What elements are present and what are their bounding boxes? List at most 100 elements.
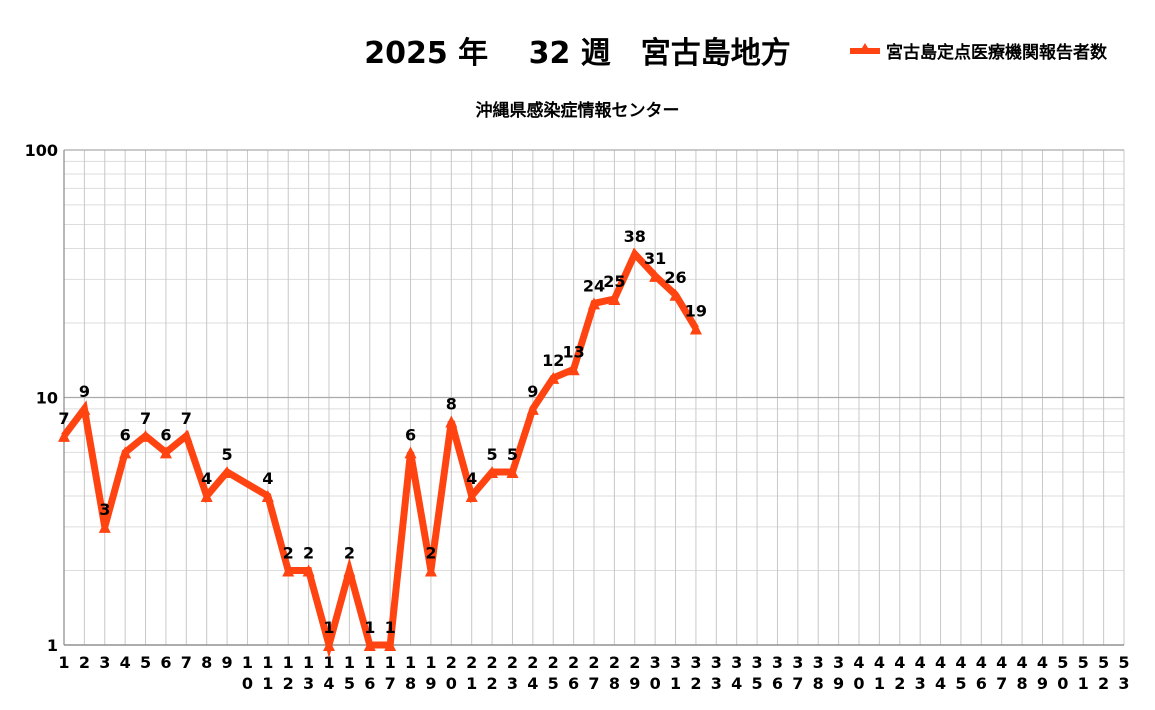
x-tick-label: 2: [609, 653, 620, 672]
x-tick-label: 8: [1017, 674, 1028, 693]
data-point: [628, 248, 641, 261]
chart-title: 2025 年 32 週 宮古島地方: [364, 36, 791, 71]
data-label: 7: [58, 409, 69, 428]
data-point: [465, 489, 478, 502]
x-tick-label: 3: [507, 674, 518, 693]
data-point: [180, 429, 193, 442]
x-tick-label: 3: [690, 653, 701, 672]
data-point: [608, 293, 621, 306]
x-tick-label: 4: [731, 674, 742, 693]
data-label: 7: [181, 409, 192, 428]
x-tick-label: 7: [996, 674, 1007, 693]
data-point: [323, 639, 335, 651]
data-point: [78, 402, 91, 415]
x-tick-label: 4: [915, 653, 926, 672]
x-tick-label: 8: [405, 674, 416, 693]
data-label: 1: [364, 618, 375, 637]
data-label: 4: [201, 469, 212, 488]
x-tick-label: 3: [731, 653, 742, 672]
data-point: [445, 415, 458, 428]
legend-label: 宮古島定点医療機関報告者数: [886, 43, 1107, 63]
x-tick-label: 0: [650, 674, 661, 693]
data-label: 2: [303, 543, 314, 562]
x-tick-label: 5: [344, 674, 355, 693]
x-tick-label: 3: [711, 653, 722, 672]
x-tick-label: 1: [425, 653, 436, 672]
data-label: 4: [466, 469, 477, 488]
x-tick-label: 9: [425, 674, 436, 693]
x-tick-label: 1: [364, 653, 375, 672]
data-label: 38: [624, 227, 646, 246]
data-label: 5: [222, 445, 233, 464]
data-point: [200, 489, 213, 502]
x-tick-label: 8: [201, 653, 212, 672]
data-label: 1: [323, 618, 334, 637]
data-point: [424, 564, 437, 577]
x-tick-label: 2: [507, 653, 518, 672]
x-tick-label: 4: [527, 674, 538, 693]
x-tick-label: 9: [629, 674, 640, 693]
x-tick-label: 0: [853, 674, 864, 693]
data-label: 2: [344, 543, 355, 562]
x-tick-label: 3: [650, 653, 661, 672]
x-tick-label: 5: [140, 653, 151, 672]
data-label: 19: [685, 302, 707, 321]
data-label: 7: [140, 409, 151, 428]
x-tick-label: 6: [160, 653, 171, 672]
x-tick-label: 7: [181, 653, 192, 672]
y-tick-label: 100: [25, 141, 58, 160]
x-tick-label: 1: [262, 674, 273, 693]
x-tick-label: 4: [853, 653, 864, 672]
data-label: 26: [664, 268, 686, 287]
x-tick-label: 0: [242, 674, 253, 693]
data-label: 9: [527, 382, 538, 401]
data-point: [526, 402, 539, 415]
x-tick-label: 4: [874, 653, 885, 672]
x-tick-label: 9: [1037, 674, 1048, 693]
legend: 宮古島定点医療機関報告者数: [850, 38, 1107, 63]
data-point: [302, 564, 315, 577]
y-tick-label: 1: [47, 636, 58, 655]
x-tick-label: 8: [813, 674, 824, 693]
data-point: [261, 489, 274, 502]
x-tick-label: 4: [894, 653, 905, 672]
x-tick-label: 4: [955, 653, 966, 672]
data-label: 25: [603, 272, 625, 291]
chart-subtitle: 沖縄県感染症情報センター: [475, 101, 680, 121]
data-point: [506, 466, 519, 479]
x-tick-label: 4: [996, 653, 1007, 672]
data-label: 4: [262, 469, 273, 488]
x-tick-label: 2: [690, 674, 701, 693]
x-tick-label: 6: [364, 674, 375, 693]
x-tick-label: 4: [935, 674, 946, 693]
data-label: 2: [283, 543, 294, 562]
data-label: 5: [487, 445, 498, 464]
data-point: [343, 564, 356, 577]
x-tick-label: 2: [894, 674, 905, 693]
x-tick-label: 1: [344, 653, 355, 672]
x-tick-label: 5: [1118, 653, 1129, 672]
data-point: [384, 639, 397, 651]
x-tick-label: 3: [792, 653, 803, 672]
x-tick-label: 1: [58, 653, 69, 672]
data-point: [649, 269, 662, 282]
data-point: [282, 564, 295, 577]
x-tick-label: 3: [833, 653, 844, 672]
data-label: 1: [385, 618, 396, 637]
x-tick-label: 3: [303, 674, 314, 693]
x-tick-label: 6: [772, 674, 783, 693]
x-tick-label: 4: [323, 674, 334, 693]
x-tick-label: 1: [262, 653, 273, 672]
x-tick-label: 3: [772, 653, 783, 672]
data-label: 2: [425, 543, 436, 562]
x-tick-label: 2: [568, 653, 579, 672]
x-tick-label: 1: [670, 674, 681, 693]
data-point: [139, 429, 152, 442]
x-tick-label: 3: [915, 674, 926, 693]
x-tick-label: 2: [629, 653, 640, 672]
x-tick-label: 3: [670, 653, 681, 672]
x-tick-label: 5: [1098, 653, 1109, 672]
x-tick-label: 1: [242, 653, 253, 672]
x-tick-label: 3: [752, 653, 763, 672]
data-point: [119, 446, 132, 459]
